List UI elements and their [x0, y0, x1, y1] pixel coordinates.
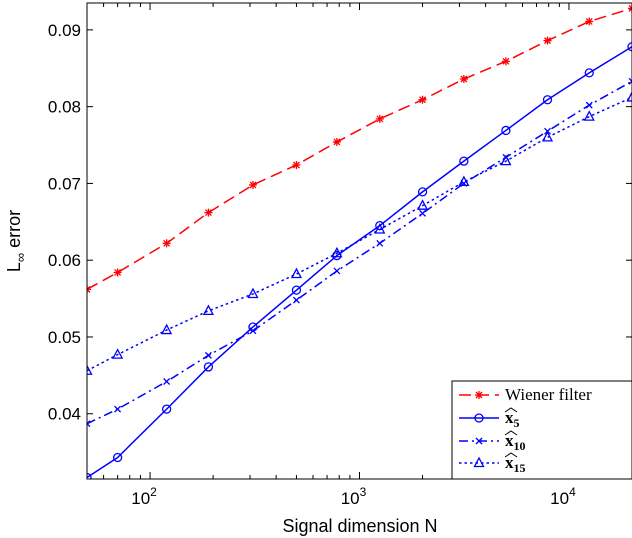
y-tick-label: 0.08: [48, 98, 81, 117]
data-point: [204, 208, 213, 217]
data-point: [291, 285, 302, 295]
data-point: [87, 364, 93, 375]
data-point: [87, 285, 91, 294]
data-point: [87, 420, 91, 428]
data-point: [459, 156, 469, 166]
data-point: [292, 160, 301, 169]
y-ticks: 0.04 0.05 0.06 0.07 0.08 0.09: [48, 21, 632, 424]
data-point: [112, 348, 124, 359]
x-axis-label: Signal dimension N: [282, 516, 437, 536]
legend-entry-4: x15: [459, 452, 526, 475]
data-point: [203, 362, 214, 372]
data-point: [376, 239, 384, 247]
x-tick-label: 104: [550, 485, 576, 508]
legend-swatch-marker: [473, 456, 485, 468]
data-point: [459, 75, 468, 84]
data-point: [248, 180, 257, 189]
data-point: [112, 452, 123, 463]
series-1: [87, 4, 632, 294]
legend-swatch-marker: [474, 413, 484, 423]
data-point: [332, 137, 341, 146]
series-line: [87, 80, 632, 425]
data-point: [113, 268, 122, 277]
data-point: [87, 472, 92, 479]
data-point: [375, 114, 384, 123]
y-axis-label-sub: ∞: [13, 253, 28, 262]
data-point: [626, 91, 632, 102]
data-point: [331, 246, 343, 258]
series-3: [87, 77, 632, 428]
data-point: [583, 110, 595, 121]
data-point: [585, 17, 594, 26]
legend-hat-accent: [504, 407, 518, 413]
data-point: [163, 378, 171, 385]
y-axis-label-main: L: [4, 262, 24, 272]
data-point: [542, 95, 553, 105]
data-point: [249, 327, 257, 335]
series-layer: [87, 4, 632, 479]
y-tick-label: 0.09: [48, 21, 81, 40]
data-point: [501, 125, 511, 136]
y-tick-label: 0.06: [48, 251, 81, 270]
data-point: [501, 57, 510, 66]
y-tick-label: 0.04: [48, 405, 81, 424]
data-point: [416, 199, 429, 210]
data-point: [290, 267, 303, 279]
data-point: [161, 323, 173, 335]
data-point: [162, 239, 171, 248]
data-point: [419, 209, 427, 217]
data-point: [418, 95, 427, 104]
legend-entry-3: x10: [459, 430, 526, 453]
series-4: [87, 91, 632, 375]
legend-entry-1: Wiener filter: [459, 385, 592, 404]
data-point: [333, 267, 341, 275]
data-point: [500, 154, 512, 166]
legend-label: x5: [505, 408, 520, 430]
data-point: [458, 175, 470, 187]
data-point: [628, 4, 632, 13]
legend-swatch-marker: [475, 391, 483, 399]
legend-entry-2: x5: [459, 407, 520, 430]
legend-label: Wiener filter: [505, 385, 592, 404]
data-point: [161, 404, 172, 414]
data-point: [247, 287, 259, 299]
y-tick-label: 0.07: [48, 174, 81, 193]
legend-hat-accent: [504, 452, 518, 458]
data-point: [114, 405, 122, 413]
y-tick-label: 0.05: [48, 328, 81, 347]
data-point: [627, 42, 632, 52]
data-point: [417, 187, 428, 197]
data-point: [585, 101, 593, 109]
data-point: [584, 68, 594, 78]
legend-label: x15: [505, 453, 526, 475]
y-axis-label-rest: error: [4, 210, 24, 253]
legend-swatch-marker: [475, 437, 483, 445]
x-tick-label: 103: [341, 485, 367, 508]
data-point: [204, 351, 212, 359]
data-point: [374, 223, 386, 234]
legend-hat-accent: [504, 430, 518, 436]
series-line: [87, 46, 632, 479]
data-point: [292, 296, 300, 304]
legend-label: x10: [505, 431, 526, 453]
data-point: [202, 304, 215, 316]
y-axis-label: L∞ error: [4, 210, 28, 272]
x-tick-label: 102: [131, 485, 157, 508]
data-point: [628, 77, 632, 85]
data-point: [541, 130, 554, 142]
data-point: [543, 36, 552, 45]
series-line: [87, 7, 632, 291]
